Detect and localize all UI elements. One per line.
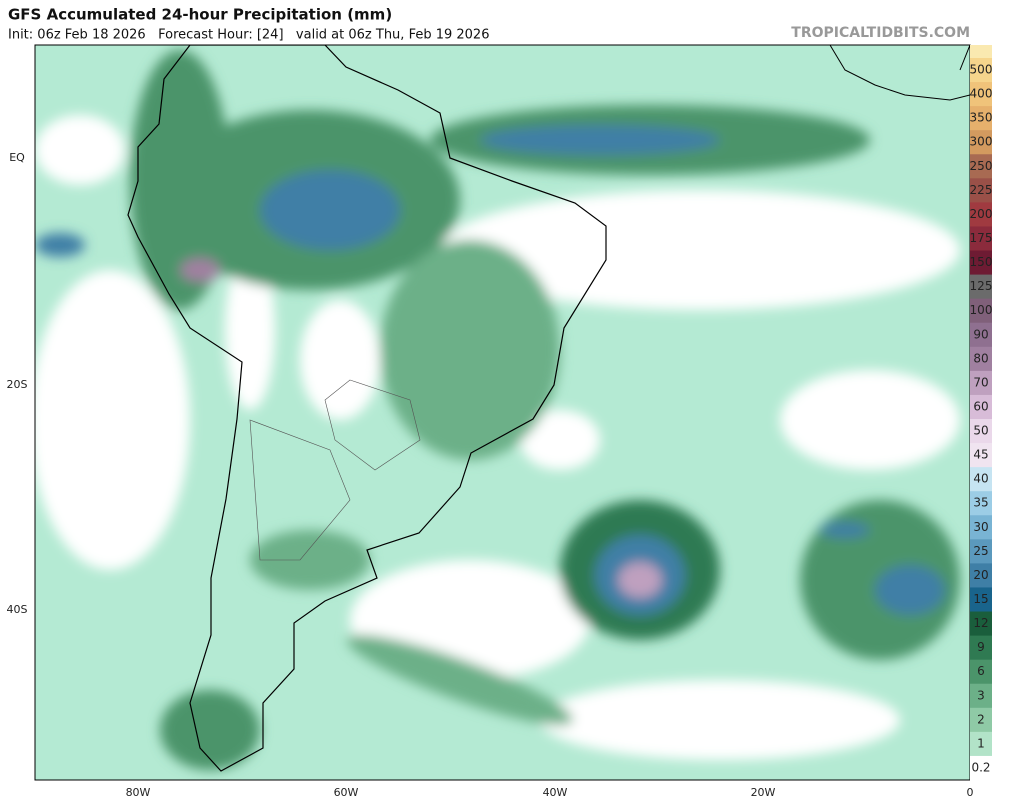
legend-label: 90 (973, 327, 988, 341)
legend-label: 225 (970, 183, 993, 197)
legend-label: 12 (973, 616, 988, 630)
legend-label: 70 (973, 375, 988, 389)
legend-label: 1 (977, 736, 985, 750)
axis-labels: 80W 60W 40W 20W 0 EQ 20S 40S (7, 151, 974, 799)
legend-label: 0.2 (971, 760, 990, 774)
legend-swatch (970, 130, 992, 155)
legend-label: 3 (977, 688, 985, 702)
lon-label: 60W (334, 786, 359, 799)
legend-label: 35 (973, 496, 988, 510)
legend-label: 175 (970, 231, 993, 245)
legend-label: 125 (970, 279, 993, 293)
legend-swatch (970, 106, 992, 131)
legend-swatch (970, 178, 992, 203)
legend-label: 40 (973, 472, 988, 486)
legend-label: 50 (973, 424, 988, 438)
legend-swatch (970, 539, 992, 564)
legend-swatch (970, 563, 992, 588)
title: GFS Accumulated 24-hour Precipitation (m… (8, 6, 392, 24)
subtitle: Init: 06z Feb 18 2026 Forecast Hour: [24… (8, 28, 489, 43)
legend-swatch (970, 346, 992, 372)
legend-swatch (970, 250, 992, 276)
legend-swatch (970, 322, 992, 348)
lon-label: 0 (967, 786, 974, 799)
legend-label: 20 (973, 568, 988, 582)
brand: TROPICALTIDBITS.COM (791, 25, 970, 41)
legend-swatch (970, 274, 992, 300)
legend-swatch (970, 467, 992, 492)
legend-swatch (970, 683, 992, 709)
legend-label: 45 (973, 448, 988, 462)
legend-swatch (970, 202, 992, 227)
map-area (35, 45, 970, 780)
legend-label: 60 (973, 399, 988, 413)
africa-coast (829, 45, 970, 101)
lon-label: 40W (543, 786, 568, 799)
lon-label: 80W (126, 786, 151, 799)
legend-swatch (970, 394, 992, 420)
legend-label: 350 (970, 111, 993, 125)
legend-top-box (970, 45, 992, 58)
coastline (127, 45, 607, 772)
lon-label: 20W (751, 786, 776, 799)
legend-swatch (970, 298, 992, 324)
legend-label: 6 (977, 664, 985, 678)
legend-label: 400 (970, 87, 993, 101)
legend-swatch (970, 659, 992, 685)
legend-swatch (970, 491, 992, 516)
legend-label: 200 (970, 207, 993, 221)
legend-label: 150 (970, 255, 993, 269)
legend-label: 2 (977, 712, 985, 726)
borders (249, 379, 421, 561)
legend-label: 500 (970, 63, 993, 77)
legend-swatch (970, 635, 992, 661)
legend-label: 80 (973, 351, 988, 365)
legend-swatch (970, 58, 992, 83)
legend-swatch (970, 707, 992, 733)
legend-label: 100 (970, 303, 993, 317)
precip-field (35, 50, 960, 770)
legend-swatch (970, 515, 992, 540)
legend-label: 25 (973, 544, 988, 558)
legend-swatch (970, 587, 992, 613)
legend-swatch (970, 154, 992, 179)
legend-label: 30 (973, 520, 988, 534)
legend-swatch (970, 419, 992, 444)
legend-swatch (970, 226, 992, 252)
legend-swatch (970, 731, 992, 757)
lat-label: 40S (7, 603, 28, 616)
lat-label: EQ (9, 151, 25, 164)
lat-label: 20S (7, 378, 28, 391)
legend: 5004003503002502252001751501251009080706… (970, 58, 993, 781)
legend-swatch (970, 370, 992, 396)
legend-swatch (970, 82, 992, 107)
legend-swatch (970, 611, 992, 637)
legend-label: 9 (977, 640, 985, 654)
legend-label: 300 (970, 135, 993, 149)
legend-swatch (970, 443, 992, 468)
legend-label: 15 (973, 592, 988, 606)
legend-label: 250 (970, 159, 993, 173)
legend-swatch (970, 755, 992, 781)
